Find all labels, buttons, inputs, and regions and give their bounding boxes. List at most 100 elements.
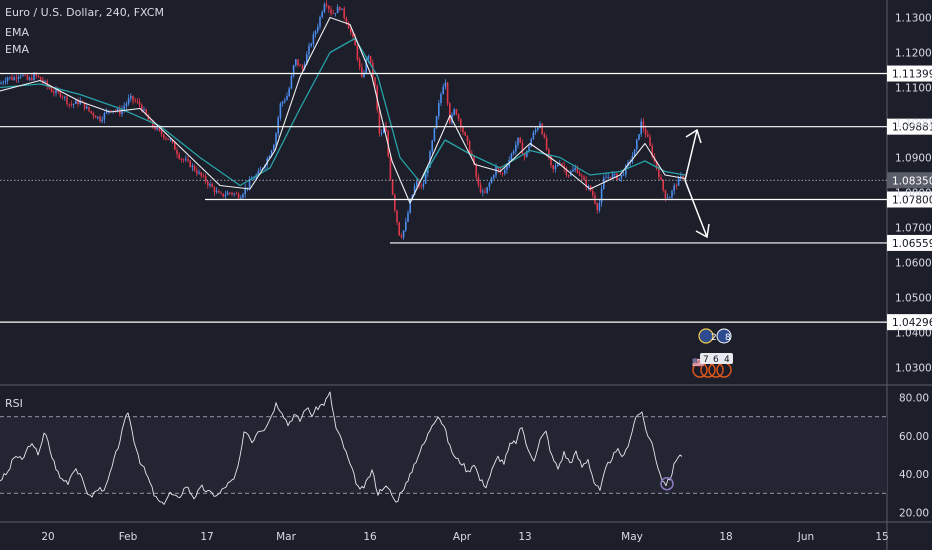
candle-body [605, 177, 607, 179]
candle-body [196, 170, 198, 174]
candle-body [495, 166, 497, 176]
candle-body [464, 132, 466, 136]
candle-body [572, 169, 574, 172]
candle-body [277, 117, 279, 134]
candle-body [561, 163, 563, 166]
candle-body [574, 167, 576, 170]
candle-body [427, 167, 429, 174]
rsi-line [0, 391, 683, 505]
candle-body [257, 170, 260, 175]
candle-body [231, 192, 233, 195]
ema-layer [0, 16, 686, 204]
candle-body [312, 34, 315, 44]
candle-body [380, 132, 383, 134]
candle-body [86, 106, 88, 109]
candle-body [42, 79, 44, 82]
axes-layer: 1.11399 1.09881 1.07800 1.06559 1.04296 1.083… [41, 13, 932, 543]
candle-body [273, 145, 275, 151]
candle-body [222, 193, 224, 197]
arrow-down-head [695, 223, 710, 239]
candle-body [61, 96, 64, 98]
time-axis-tick: Jun [797, 531, 814, 543]
price-label-box [887, 191, 932, 208]
candle-body [391, 179, 394, 195]
candle-body [680, 175, 682, 178]
candle-body [44, 81, 46, 82]
candle-body [310, 43, 312, 46]
candle-body [149, 119, 152, 121]
rsi-legend[interactable]: RSI [5, 397, 23, 410]
candle-body [550, 155, 552, 166]
candle-body [583, 176, 585, 180]
candle-body [620, 174, 623, 179]
rsi-axis-tick: 40.00 [899, 469, 929, 481]
candle-body [636, 139, 638, 150]
candle-body [585, 179, 587, 188]
candle-body [488, 182, 491, 188]
candle-body [317, 26, 319, 32]
candle-body [378, 109, 381, 134]
candle-body [468, 141, 471, 153]
candle-body [125, 103, 128, 107]
ema-legend-1[interactable]: EMA [5, 26, 29, 39]
arrow-up-head [685, 128, 702, 144]
candle-body [248, 179, 251, 188]
candle-body [622, 174, 625, 176]
time-axis-tick: 16 [363, 531, 377, 543]
candle-body [556, 164, 559, 167]
candle-body [528, 146, 530, 151]
last-price-text: 1.08350 [892, 175, 932, 187]
candle-body [477, 177, 480, 185]
candle-body [22, 75, 24, 76]
price-axis-tick: 1.05000 [895, 293, 932, 305]
candle-body [655, 161, 658, 169]
candle-body [2, 82, 4, 84]
candle-body [169, 139, 172, 141]
time-axis-tick: Apr [453, 531, 472, 543]
price-label-text: 1.11399 [892, 69, 932, 81]
candle-body [66, 96, 68, 104]
candle-body [244, 187, 246, 195]
candle-body [482, 191, 484, 193]
candle-body [306, 54, 308, 65]
event-marker-ring [708, 362, 724, 378]
price-label-box [887, 234, 932, 251]
candle-body [521, 142, 524, 154]
candle-body [121, 109, 123, 115]
candle-body [253, 178, 255, 180]
price-axis-tick: 1.11000 [895, 83, 932, 95]
candle-body [209, 184, 211, 186]
candle-body [31, 77, 33, 81]
candle-body [420, 186, 422, 188]
candle-body [0, 83, 2, 84]
candle-body [493, 175, 495, 178]
candle-body [336, 7, 339, 14]
candle-body [405, 221, 407, 231]
event-count-box [700, 353, 733, 364]
candle-body [484, 191, 486, 193]
candle-body [504, 170, 506, 174]
candle-body [449, 103, 451, 123]
price-label-box [887, 65, 932, 82]
candle-body [251, 179, 253, 181]
candle-body [268, 156, 271, 159]
candle-body [240, 197, 242, 199]
price-axis-tick: 1.03000 [895, 363, 932, 375]
candle-body [389, 156, 392, 180]
candle-body [207, 181, 209, 186]
candle-body [141, 105, 143, 111]
candle-body [651, 145, 653, 157]
candle-body [79, 100, 81, 105]
event-marker [716, 328, 732, 344]
candle-body [275, 133, 277, 146]
candle-body [284, 100, 286, 102]
arrow-up-shaft [684, 129, 698, 181]
candle-body [259, 169, 262, 171]
candle-body [191, 165, 194, 168]
candle-body [682, 175, 684, 179]
candle-body [119, 108, 121, 115]
candle-body [383, 125, 385, 133]
ema-legend-2[interactable]: EMA [5, 43, 29, 56]
time-axis-tick: Feb [119, 531, 138, 543]
